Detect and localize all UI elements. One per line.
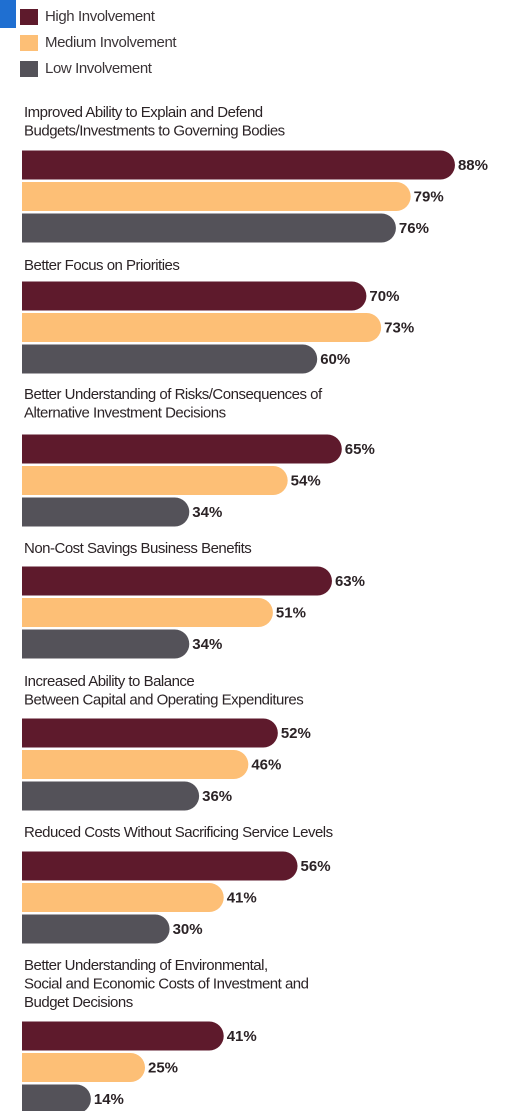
legend-swatch — [20, 61, 38, 77]
value-label: 34% — [192, 636, 222, 653]
value-label: 41% — [227, 1028, 257, 1045]
category-label: Increased Ability to Balance — [24, 673, 194, 690]
value-label: 73% — [384, 319, 414, 336]
bar — [22, 851, 298, 881]
bar — [22, 1084, 91, 1111]
bar — [22, 213, 396, 243]
bar — [22, 313, 382, 342]
legend-label: Low Involvement — [45, 60, 153, 77]
bar — [22, 629, 190, 659]
bar — [22, 914, 170, 944]
legend-label: Medium Involvement — [45, 34, 177, 51]
bar — [22, 566, 332, 596]
corner-decoration — [0, 0, 16, 28]
value-label: 70% — [369, 288, 399, 305]
value-label: 14% — [94, 1091, 124, 1108]
bar — [22, 182, 411, 211]
category-label: Alternative Investment Decisions — [24, 404, 226, 421]
category-label: Non-Cost Savings Business Benefits — [24, 540, 251, 557]
bar — [22, 718, 278, 748]
category-label: Better Focus on Priorities — [24, 257, 179, 274]
bar — [22, 781, 200, 811]
category-label: Social and Economic Costs of Investment … — [24, 975, 309, 992]
value-label: 51% — [276, 604, 306, 621]
bar — [22, 1053, 145, 1082]
value-label: 30% — [173, 921, 203, 938]
category-label: Between Capital and Operating Expenditur… — [24, 691, 303, 708]
bar — [22, 497, 190, 527]
value-label: 36% — [202, 788, 232, 805]
bar — [22, 281, 367, 311]
value-label: 46% — [251, 756, 281, 773]
value-label: 65% — [345, 441, 375, 458]
bar — [22, 883, 224, 912]
value-label: 79% — [414, 188, 444, 205]
value-label: 76% — [399, 220, 429, 237]
bar — [22, 598, 273, 627]
legend-swatch — [20, 35, 38, 51]
bar — [22, 150, 455, 180]
value-label: 41% — [227, 889, 257, 906]
value-label: 54% — [291, 472, 321, 489]
value-label: 60% — [320, 351, 350, 368]
bar — [22, 344, 318, 374]
category-label: Budgets/Investments to Governing Bodies — [24, 122, 285, 139]
category-label: Improved Ability to Explain and Defend — [24, 104, 263, 121]
bar — [22, 434, 342, 464]
value-label: 88% — [458, 157, 488, 174]
category-label: Better Understanding of Risks/Consequenc… — [24, 386, 323, 403]
value-label: 63% — [335, 573, 365, 590]
bar — [22, 466, 288, 495]
category-label: Reduced Costs Without Sacrificing Servic… — [24, 824, 333, 841]
value-label: 52% — [281, 725, 311, 742]
value-label: 25% — [148, 1059, 178, 1076]
value-label: 56% — [301, 858, 331, 875]
legend-swatch — [20, 9, 38, 25]
bar — [22, 1021, 224, 1051]
bar — [22, 750, 249, 779]
value-label: 34% — [192, 504, 222, 521]
category-label: Better Understanding of Environmental, — [24, 957, 268, 974]
legend-label: High Involvement — [45, 8, 156, 25]
category-label: Budget Decisions — [24, 994, 133, 1011]
